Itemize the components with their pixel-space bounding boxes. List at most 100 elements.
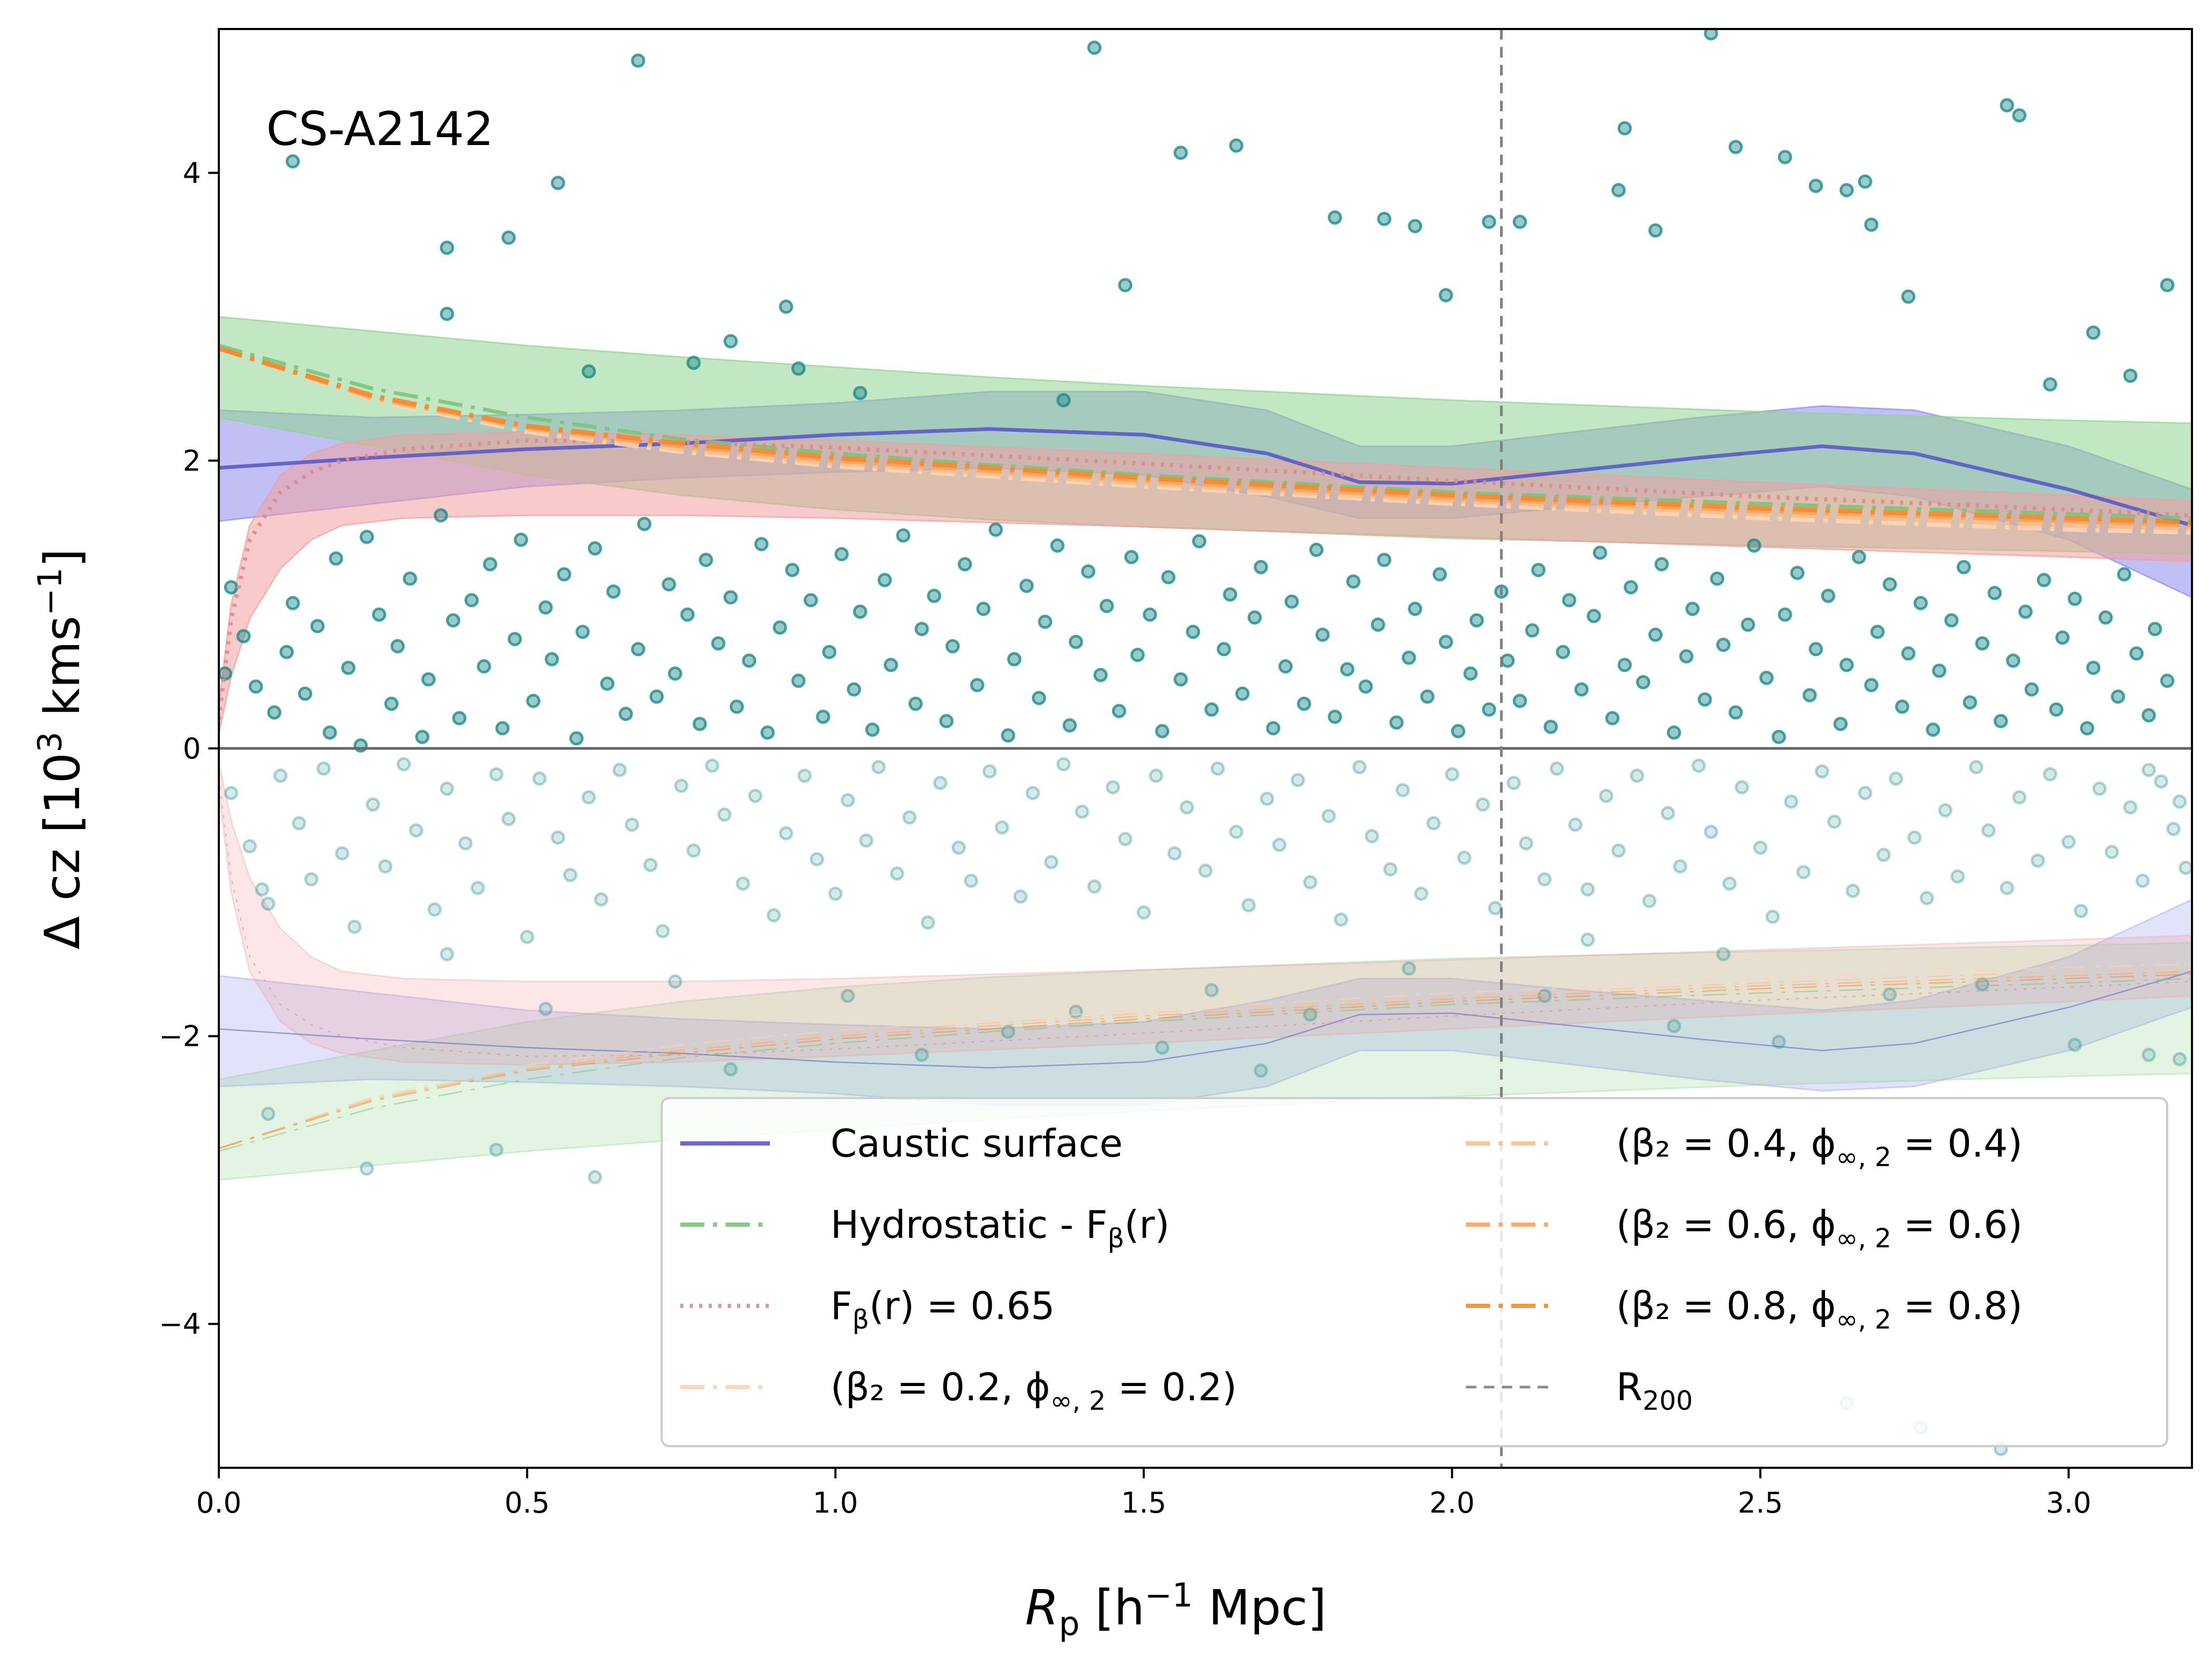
galaxy-point [587, 1170, 602, 1185]
hydrostatic-lower-line [219, 978, 2192, 1152]
galaxy-point [625, 817, 639, 832]
galaxy-point [347, 919, 362, 934]
galaxy-point [1506, 776, 1521, 790]
galaxy-point [1278, 659, 1293, 674]
fbeta-upper-line [219, 438, 2192, 720]
galaxy-point [2061, 834, 2076, 849]
galaxy-point [1370, 617, 1385, 632]
galaxy-point [1026, 786, 1040, 801]
x-tick-label: 2.5 [1737, 1486, 1783, 1519]
galaxy-point [384, 696, 399, 711]
galaxy-point [1001, 728, 1016, 743]
galaxy-point [1050, 538, 1065, 553]
galaxy-point [1284, 594, 1299, 609]
galaxy-point [871, 760, 886, 774]
galaxy-point [1692, 758, 1706, 773]
galaxy-point [1975, 977, 1989, 992]
galaxy-point [458, 836, 473, 851]
galaxy-point [1260, 792, 1274, 806]
galaxy-point [1846, 883, 1860, 898]
galaxy-point [1512, 694, 1527, 708]
galaxy-point [2160, 278, 2175, 293]
galaxy-point [668, 666, 682, 681]
galaxy-point [723, 334, 738, 349]
galaxy-point [1784, 794, 1799, 809]
galaxy-point [1013, 889, 1028, 904]
galaxy-point [2166, 822, 2181, 836]
galaxy-point [421, 672, 436, 687]
galaxy-point [1229, 138, 1243, 153]
galaxy-point [2068, 591, 2082, 606]
galaxy-point [1901, 646, 1916, 661]
galaxy-point [1432, 567, 1447, 582]
galaxy-point [902, 810, 917, 825]
galaxy-point [1994, 714, 2008, 728]
galaxy-point [433, 508, 448, 523]
galaxy-point [606, 584, 621, 599]
legend-label-fbeta: Fβ(r) = 0.65 [830, 1284, 1055, 1335]
galaxy-point [1796, 865, 1811, 880]
galaxy-point [538, 1002, 553, 1016]
galaxy-point [1574, 682, 1589, 697]
galaxy-point [1704, 824, 1718, 839]
galaxy-point [1778, 607, 1792, 622]
galaxy-point [526, 694, 540, 708]
galaxy-point [2000, 98, 2014, 113]
galaxy-point [1148, 768, 1163, 783]
galaxy-point [841, 793, 855, 807]
galaxy-point [1248, 610, 1262, 625]
galaxy-point [1180, 800, 1194, 815]
galaxy-point [1087, 41, 1102, 55]
galaxy-point [884, 658, 899, 672]
galaxy-point [1864, 678, 1879, 692]
galaxy-point [1987, 585, 2002, 600]
galaxy-point [390, 639, 405, 653]
galaxy-point [662, 577, 677, 592]
galaxy-point [1852, 550, 1866, 564]
galaxy-point [1901, 289, 1916, 304]
galaxy-point [785, 563, 799, 578]
galaxy-point [594, 892, 608, 907]
galaxy-point [279, 644, 294, 659]
galaxy-point [1814, 764, 1829, 779]
galaxy-point [914, 1047, 929, 1062]
galaxy-point [804, 593, 818, 608]
galaxy-point [2086, 325, 2101, 340]
galaxy-point [1475, 797, 1490, 812]
galaxy-point [1056, 393, 1071, 408]
galaxy-point [489, 767, 504, 782]
galaxy-point [1525, 623, 1540, 638]
galaxy-point [397, 757, 411, 772]
galaxy-point [1654, 557, 1669, 572]
galaxy-point [668, 974, 682, 989]
galaxy-point [1722, 876, 1737, 891]
galaxy-point [1531, 563, 1545, 578]
galaxy-point [686, 355, 701, 370]
galaxy-point [2141, 763, 2156, 777]
galaxy-point [316, 761, 331, 776]
galaxy-point [550, 830, 565, 845]
galaxy-point [1882, 987, 1897, 1002]
x-tick-label: 1.5 [1121, 1486, 1166, 1519]
galaxy-point [2043, 377, 2058, 392]
galaxy-point [1470, 613, 1484, 628]
galaxy-point [729, 699, 744, 714]
galaxy-point [261, 1107, 276, 1121]
galaxy-point [2172, 794, 2187, 809]
x-axis-ticks: 0.0 0.5 1.0 1.5 2.0 2.5 3.0 [196, 1468, 2091, 1519]
galaxy-point [1778, 150, 1792, 165]
galaxy-point [310, 619, 325, 633]
x-tick-label: 1.0 [813, 1486, 858, 1519]
galaxy-point [1568, 817, 1583, 832]
galaxy-point [933, 776, 948, 790]
galaxy-point [563, 868, 577, 882]
galaxy-point [631, 53, 645, 68]
galaxy-point [1599, 788, 1614, 803]
galaxy-point [1155, 1040, 1170, 1055]
galaxy-points [219, 29, 2192, 1456]
galaxy-point [927, 589, 941, 603]
galaxy-point [1932, 663, 1947, 678]
x-tick-label: 2.0 [1429, 1486, 1475, 1519]
galaxy-point [2135, 873, 2150, 888]
